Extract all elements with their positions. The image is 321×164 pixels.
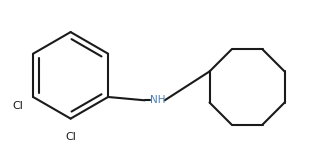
Text: Cl: Cl <box>13 101 23 111</box>
Text: NH: NH <box>150 95 165 105</box>
Text: Cl: Cl <box>65 132 76 142</box>
